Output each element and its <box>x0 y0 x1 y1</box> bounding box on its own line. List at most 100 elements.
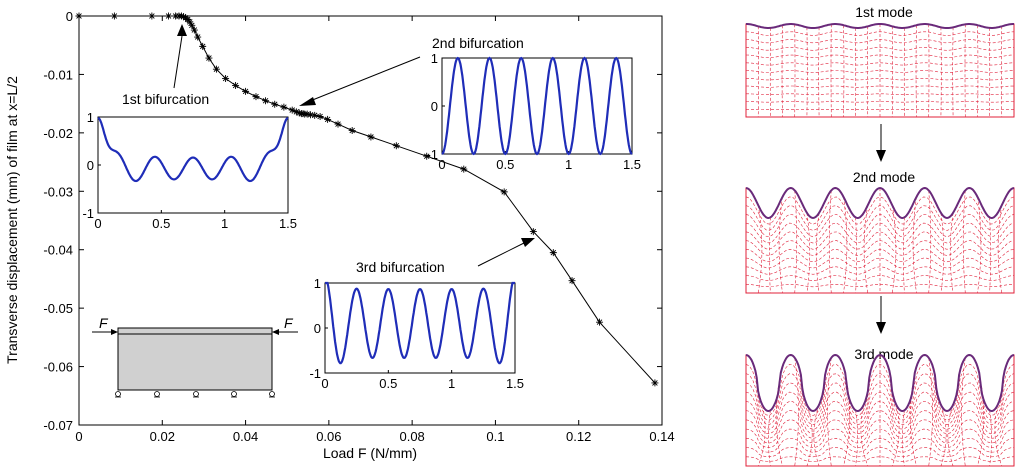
mesh-line <box>778 196 783 294</box>
mesh-line <box>940 404 947 467</box>
mode-3-mesh <box>745 353 1015 467</box>
data-point <box>205 54 213 62</box>
y-axis-label: Transverse displacement (mm) of film at … <box>4 76 20 364</box>
y-tick-label: -0.06 <box>43 360 73 375</box>
data-point <box>460 165 468 173</box>
inset-y-tick-label: 1 <box>314 276 321 291</box>
x-tick-label: 0.02 <box>150 429 175 444</box>
mesh-line <box>815 212 820 294</box>
y-tick-label: -0.02 <box>43 126 73 141</box>
data-point <box>199 42 207 50</box>
film-substrate-schematic: F F <box>92 315 298 398</box>
data-point <box>148 12 156 20</box>
mesh-line <box>745 275 1015 281</box>
mesh-line <box>745 363 1015 416</box>
y-tick-label: 0 <box>66 9 73 24</box>
inset-x-tick-label: 1.5 <box>506 376 524 391</box>
mesh-line <box>745 437 1015 453</box>
x-axis-label: Load F (N/mm) <box>323 445 417 461</box>
data-point <box>186 18 194 26</box>
data-point <box>316 112 324 120</box>
mesh-line <box>947 404 954 467</box>
data-point <box>177 12 185 20</box>
inset-x-tick-label: 1.5 <box>279 216 297 231</box>
mesh-line <box>855 217 857 294</box>
data-point <box>334 120 342 128</box>
data-point <box>194 33 202 41</box>
x-tick-label: 0.08 <box>399 429 424 444</box>
roller-support <box>115 391 121 397</box>
mesh-line <box>928 357 933 467</box>
y-tick-label: -0.01 <box>43 67 73 82</box>
mesh-line <box>989 217 991 294</box>
bifurcation-arrow-2 <box>309 56 421 102</box>
data-point <box>367 133 375 141</box>
inset-x-tick-label: 1 <box>448 376 455 391</box>
data-point <box>295 109 303 117</box>
bifurcation-arrow-3 <box>477 242 525 267</box>
data-point <box>232 82 240 90</box>
mesh-line <box>745 419 1015 444</box>
data-point <box>500 188 508 196</box>
mesh-line <box>828 190 832 294</box>
data-point <box>299 110 307 118</box>
data-point <box>222 75 230 83</box>
x-tick-label: 0.04 <box>233 429 258 444</box>
inset-x-tick-label: 0.5 <box>379 376 397 391</box>
data-point <box>392 142 400 150</box>
roller-supports <box>115 391 275 398</box>
mode-2-mesh <box>745 186 1015 294</box>
data-point <box>252 93 260 101</box>
mode-1-mesh <box>745 23 1015 118</box>
mesh-line <box>827 357 832 467</box>
data-point <box>549 249 557 257</box>
mesh-line <box>806 404 813 467</box>
x-tick-label: 0 <box>75 429 82 444</box>
mesh-line <box>745 410 1015 439</box>
mesh-line <box>902 410 905 467</box>
y-tick-label: -0.07 <box>43 418 73 433</box>
mesh-line <box>769 217 771 294</box>
data-point <box>75 12 83 20</box>
data-point <box>307 111 315 119</box>
inset-1-frame <box>97 116 289 214</box>
data-point <box>324 115 332 123</box>
inset-x-tick-label: 1 <box>565 157 572 172</box>
data-point <box>651 379 659 387</box>
inset-y-tick-label: 1 <box>431 51 438 66</box>
inset-y-tick-label: 0 <box>87 158 94 173</box>
film-layer <box>117 327 273 335</box>
inset-y-tick-label: 0 <box>431 99 438 114</box>
data-point <box>280 103 288 111</box>
inset-x-tick-label: 0.5 <box>496 157 514 172</box>
mesh-line <box>949 212 954 294</box>
data-point <box>596 318 604 326</box>
bifurcation-arrowhead-1 <box>177 24 187 36</box>
mesh-line <box>745 456 1015 462</box>
mesh-line <box>794 190 798 294</box>
bifurcation-annotations: 1st bifurcation 2nd bifurcation 3rd bifu… <box>122 24 535 275</box>
mode-title-2: 2nd mode <box>853 169 915 185</box>
roller-support <box>154 391 160 397</box>
mode-arrowhead-2 <box>876 322 886 334</box>
force-arrowhead-right <box>272 329 279 335</box>
mesh-line <box>745 266 1015 275</box>
force-label-left: F <box>99 315 109 331</box>
mesh-line <box>891 26 893 118</box>
data-point <box>165 12 173 20</box>
data-point <box>288 106 296 114</box>
main-data-markers <box>75 12 659 387</box>
roller-support <box>193 391 199 397</box>
substrate-block <box>117 333 273 391</box>
data-point <box>190 26 198 34</box>
mode-shapes-panel: 1st mode 2nd mode 3rd mode <box>745 4 1015 467</box>
mesh-line <box>757 26 759 118</box>
mesh-line <box>745 231 1015 250</box>
force-arrowhead-left <box>111 329 118 335</box>
inset-y-tick-label: -1 <box>426 147 438 162</box>
mesh-line <box>806 212 811 294</box>
x-tick-label: 0.06 <box>316 429 341 444</box>
inset-2-frame <box>441 57 633 155</box>
roller-support <box>269 391 275 397</box>
mesh-line <box>867 26 869 118</box>
